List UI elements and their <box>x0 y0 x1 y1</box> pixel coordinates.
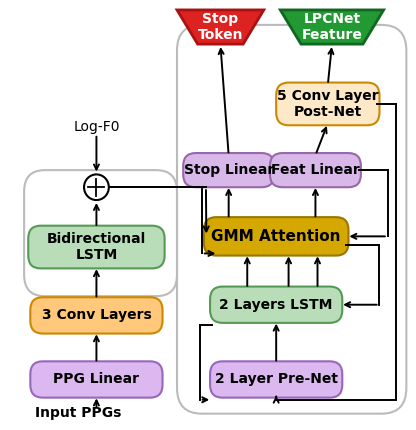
Text: Log-F0: Log-F0 <box>73 120 120 134</box>
Text: LPCNet
Feature: LPCNet Feature <box>302 12 362 42</box>
Text: 2 Layers LSTM: 2 Layers LSTM <box>220 298 333 312</box>
Text: Stop Linear: Stop Linear <box>183 163 274 177</box>
FancyBboxPatch shape <box>30 361 163 398</box>
Text: 5 Conv Layer
Post-Net: 5 Conv Layer Post-Net <box>277 89 379 119</box>
FancyBboxPatch shape <box>210 286 342 323</box>
FancyBboxPatch shape <box>210 361 342 398</box>
Text: PPG Linear: PPG Linear <box>53 372 139 387</box>
FancyBboxPatch shape <box>183 153 274 187</box>
Text: Bidirectional
LSTM: Bidirectional LSTM <box>47 232 146 262</box>
Text: Input PPGs: Input PPGs <box>35 406 121 420</box>
Polygon shape <box>280 10 384 44</box>
FancyBboxPatch shape <box>276 83 379 125</box>
Text: GMM Attention: GMM Attention <box>211 229 341 244</box>
Polygon shape <box>177 10 264 44</box>
FancyBboxPatch shape <box>30 297 163 334</box>
FancyBboxPatch shape <box>28 226 165 268</box>
FancyBboxPatch shape <box>270 153 361 187</box>
Text: 3 Conv Layers: 3 Conv Layers <box>42 308 151 322</box>
Text: 2 Layer Pre-Net: 2 Layer Pre-Net <box>215 372 338 387</box>
FancyBboxPatch shape <box>204 217 349 255</box>
Text: Feat Linear: Feat Linear <box>271 163 360 177</box>
Text: Stop
Token: Stop Token <box>198 12 243 42</box>
